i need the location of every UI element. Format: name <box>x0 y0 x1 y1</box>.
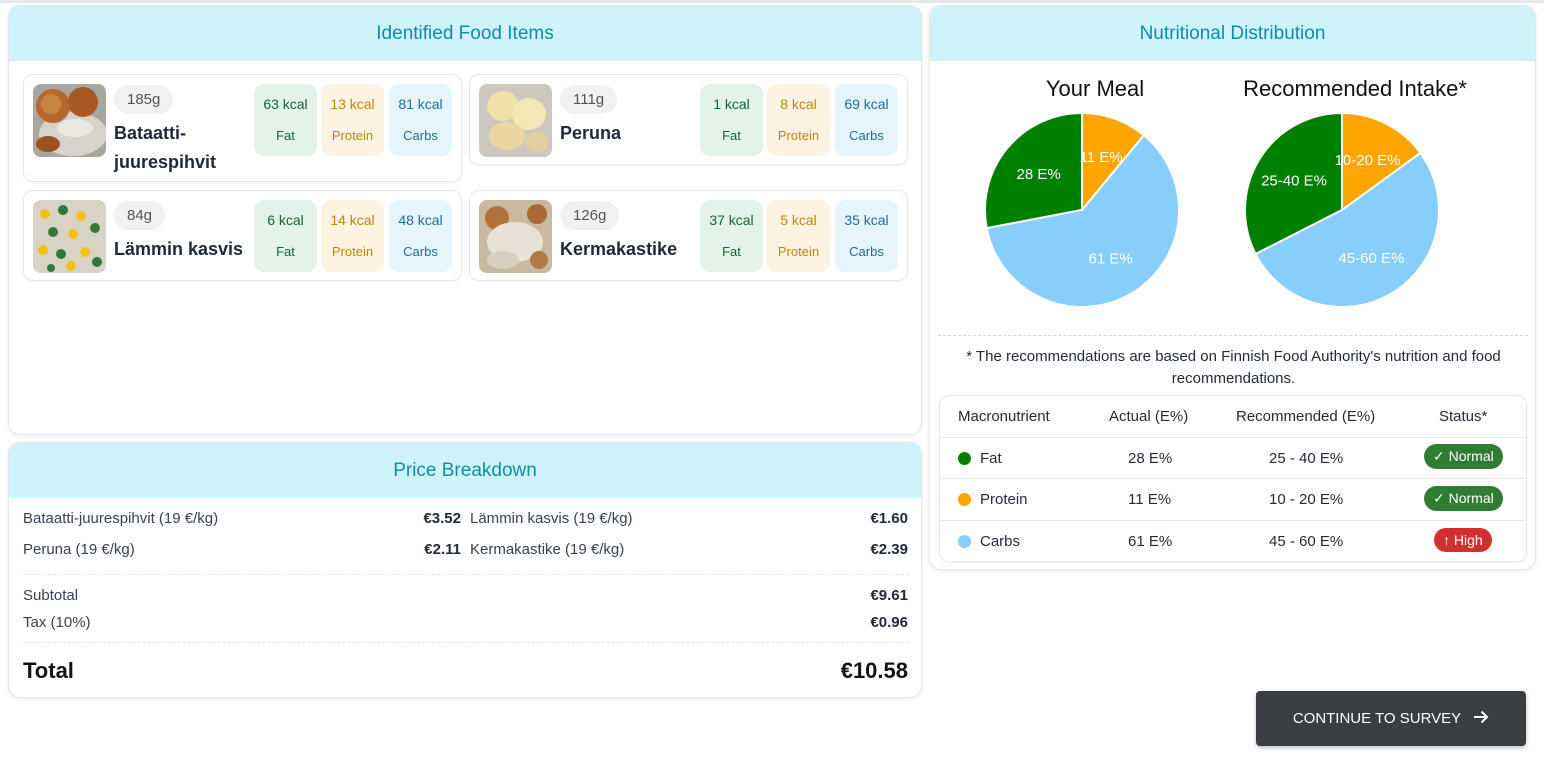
weight-chip: 84g <box>114 201 166 230</box>
total-value: €10.58 <box>840 658 908 683</box>
weight-chip: 111g <box>560 85 618 114</box>
price-breakdown-header: Price Breakdown <box>9 443 921 498</box>
recommended-chart-title: Recommended Intake* <box>1243 76 1467 101</box>
identified-food-header: Identified Food Items <box>9 6 921 61</box>
pie-slice-protein <box>1081 112 1146 213</box>
protein-kcal-badge: 13 kcal Protein <box>321 84 384 156</box>
subtotal-value: €9.61 <box>870 587 908 604</box>
table-row: Protein 11 E% 10 - 20 E% ✓ Normal <box>940 478 1526 520</box>
food-image <box>33 200 106 273</box>
pie-slice-carbs <box>1254 151 1440 308</box>
macro-name: Fat <box>980 450 1002 467</box>
weight-chip: 185g <box>114 85 174 114</box>
protein-dot-icon <box>958 493 971 506</box>
recommended-pie-chart: 25-40 E% 10-20 E% 45-60 E% <box>1244 112 1440 308</box>
weight-chip: 126g <box>560 201 620 230</box>
carbs-kcal-badge: 48 kcal Carbs <box>389 200 452 272</box>
actual-value: 61 E% <box>1128 533 1173 550</box>
arrow-right-icon <box>1473 708 1489 729</box>
status-badge: ✓ Normal <box>1424 486 1503 511</box>
meal-pie-chart: 28 E% 11 E% 61 E% <box>984 112 1180 308</box>
price-item-value: €3.52 <box>423 510 461 527</box>
pie-slice-label: 61 E% <box>1089 250 1133 267</box>
food-image <box>479 84 552 157</box>
pie-slice-label: 45-60 E% <box>1338 250 1404 267</box>
price-item-value: €2.11 <box>424 541 461 558</box>
table-row: Fat 28 E% 25 - 40 E% ✓ Normal <box>940 437 1526 478</box>
fat-kcal-badge: 1 kcal Fat <box>700 84 763 156</box>
recommended-value: 10 - 20 E% <box>1269 491 1344 508</box>
food-name: Kermakastike <box>560 239 678 259</box>
food-item[interactable]: 185g Bataatti-juurespihvit 63 kcal Fat 13… <box>23 74 462 182</box>
protein-kcal-badge: 8 kcal Protein <box>767 84 830 156</box>
top-divider <box>0 0 1544 3</box>
food-name: Lämmin kasvis <box>114 239 244 259</box>
recommendation-note: * The recommendations are based on Finni… <box>966 348 1501 387</box>
pie-slice-label: 25-40 E% <box>1261 173 1327 190</box>
macronutrient-table: Macronutrient Actual (E%) Recommended (E… <box>939 395 1527 562</box>
nutritional-distribution-card: Nutritional Distribution Your Meal Recom… <box>929 5 1536 570</box>
protein-kcal-badge: 14 kcal Protein <box>321 200 384 272</box>
subtotal-label: Subtotal <box>23 587 79 604</box>
food-item[interactable]: 111g Peruna 1 kcal Fat 8 kcal Protein 69 k… <box>469 74 908 165</box>
food-item[interactable]: 126g Kermakastike 37 kcal Fat 5 kcal Prote… <box>469 190 908 281</box>
price-item-label: Kermakastike (19 €/kg) <box>470 541 625 558</box>
column-header: Macronutrient <box>958 408 1050 425</box>
carbs-kcal-badge: 69 kcal Carbs <box>835 84 898 156</box>
tax-label: Tax (10%) <box>23 614 91 631</box>
fat-kcal-badge: 37 kcal Fat <box>700 200 763 272</box>
column-header: Recommended (E%) <box>1236 408 1376 425</box>
food-name: Bataatti-juurespihvit <box>114 123 217 172</box>
pie-slice-fat <box>984 112 1083 230</box>
column-header: Status* <box>1439 408 1488 425</box>
continue-to-survey-button[interactable]: CONTINUE TO SURVEY <box>1256 691 1526 746</box>
divider <box>23 574 909 575</box>
carbs-dot-icon <box>958 535 971 548</box>
macro-name: Carbs <box>980 533 1021 550</box>
fat-dot-icon <box>958 452 971 465</box>
macro-name: Protein <box>980 491 1028 508</box>
price-breakdown-card: Price Breakdown Bataatti-juurespihvit (1… <box>8 442 922 698</box>
pie-slice-label: 11 E% <box>1080 149 1123 166</box>
table-row: Carbs 61 E% 45 - 60 E% ↑ High <box>940 520 1526 561</box>
actual-value: 28 E% <box>1128 450 1173 467</box>
food-image <box>479 200 552 273</box>
divider <box>938 335 1528 336</box>
carbs-kcal-badge: 35 kcal Carbs <box>835 200 898 272</box>
food-name: Peruna <box>560 123 622 143</box>
pie-slice-fat <box>1244 112 1343 256</box>
meal-chart-title: Your Meal <box>1045 76 1145 101</box>
pie-slice-label: 28 E% <box>1017 166 1061 183</box>
food-item[interactable]: 84g Lämmin kasvis 6 kcal Fat 14 kcal Prote… <box>23 190 462 281</box>
protein-kcal-badge: 5 kcal Protein <box>767 200 830 272</box>
carbs-kcal-badge: 81 kcal Carbs <box>389 84 452 156</box>
pie-slice-protein <box>1341 112 1422 212</box>
actual-value: 11 E% <box>1128 491 1172 508</box>
pie-slice-label: 10-20 E% <box>1335 152 1401 169</box>
fat-kcal-badge: 63 kcal Fat <box>254 84 317 156</box>
price-item-value: €1.60 <box>870 510 908 527</box>
divider <box>23 642 909 643</box>
price-item-label: Peruna (19 €/kg) <box>23 541 135 558</box>
pie-slice-carbs <box>985 133 1180 308</box>
recommended-value: 45 - 60 E% <box>1269 533 1344 550</box>
status-badge: ✓ Normal <box>1424 444 1503 469</box>
nutritional-distribution-header: Nutritional Distribution <box>930 6 1535 61</box>
fat-kcal-badge: 6 kcal Fat <box>254 200 317 272</box>
column-header: Actual (E%) <box>1109 408 1189 425</box>
recommended-value: 25 - 40 E% <box>1269 450 1344 467</box>
continue-button-label: CONTINUE TO SURVEY <box>1292 710 1462 727</box>
price-item-value: €2.39 <box>870 541 908 558</box>
price-item-label: Lämmin kasvis (19 €/kg) <box>470 510 633 527</box>
tax-value: €0.96 <box>870 614 908 631</box>
total-label: Total <box>23 658 74 683</box>
food-image <box>33 84 106 157</box>
status-badge: ↑ High <box>1434 528 1492 552</box>
identified-food-card: Identified Food Items 185g Bataatti-juur… <box>8 5 922 435</box>
price-item-label: Bataatti-juurespihvit (19 €/kg) <box>23 510 219 527</box>
